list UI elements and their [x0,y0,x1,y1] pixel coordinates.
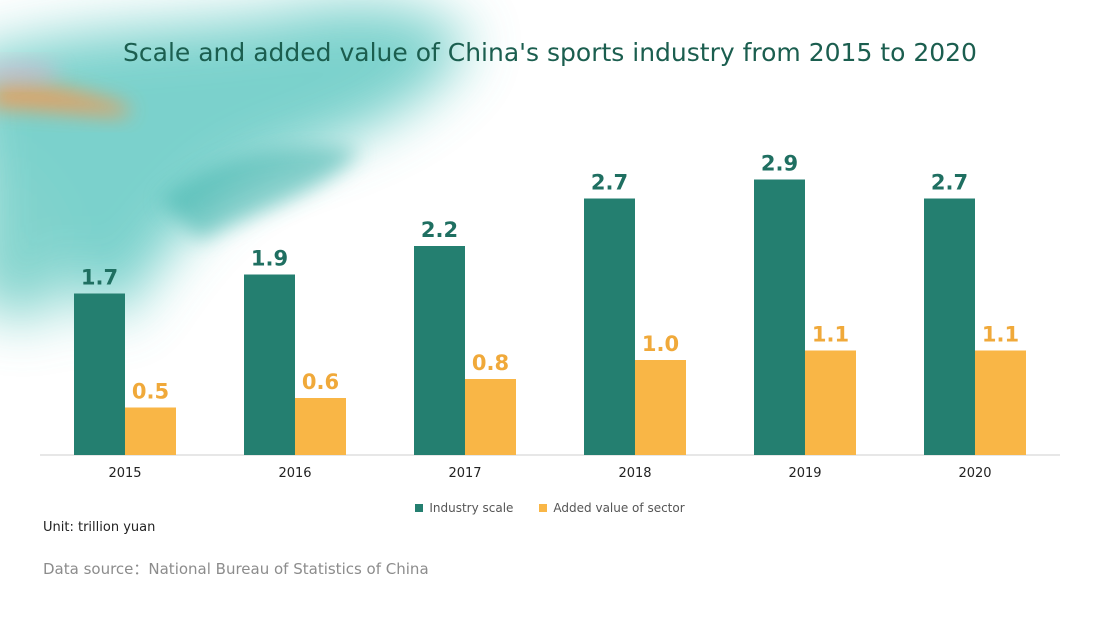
data-label-industry-scale-2016: 1.9 [251,247,288,271]
bar-added-value-2016 [295,398,346,455]
bar-industry-scale-2018 [584,198,635,455]
background-art [0,4,470,320]
data-label-added-value-2015: 0.5 [132,380,169,404]
unit-note: Unit: trillion yuan [43,520,156,535]
data-label-added-value-2016: 0.6 [302,370,339,394]
bar-industry-scale-2017 [414,246,465,455]
data-label-industry-scale-2019: 2.9 [761,152,798,176]
legend-label-added-value: Added value of sector [553,501,685,515]
data-label-industry-scale-2017: 2.2 [421,218,458,242]
data-label-added-value-2017: 0.8 [472,351,509,375]
bar-added-value-2017 [465,379,516,455]
data-label-added-value-2019: 1.1 [812,323,849,347]
legend-swatch-added-value [539,504,548,512]
data-source-note: Data source：National Bureau of Statistic… [43,560,429,578]
legend-item-industry-scale: Industry scale [415,501,513,515]
bar-added-value-2020 [975,350,1026,455]
bar-industry-scale-2015 [74,293,125,455]
bar-industry-scale-2020 [924,198,975,455]
data-label-industry-scale-2018: 2.7 [591,171,628,195]
x-tick-label-2015: 2015 [108,466,141,481]
chart-title: Scale and added value of China's sports … [123,38,977,67]
x-tick-label-2020: 2020 [958,466,991,481]
legend-label-industry-scale: Industry scale [429,501,514,515]
data-label-added-value-2020: 1.1 [982,323,1019,347]
legend-swatch-industry-scale [415,504,424,512]
bar-industry-scale-2016 [244,274,295,455]
data-label-industry-scale-2020: 2.7 [931,171,968,195]
legend: Industry scale Added value of sector [0,501,1100,515]
data-label-added-value-2018: 1.0 [642,332,679,356]
x-tick-label-2019: 2019 [788,466,821,481]
bar-added-value-2015 [125,407,176,455]
x-tick-label-2018: 2018 [618,466,651,481]
bar-industry-scale-2019 [754,179,805,455]
bar-added-value-2019 [805,350,856,455]
x-tick-label-2017: 2017 [448,466,481,481]
bar-added-value-2018 [635,360,686,455]
x-tick-label-2016: 2016 [278,466,311,481]
legend-item-added-value: Added value of sector [539,501,685,515]
data-label-industry-scale-2015: 1.7 [81,266,118,290]
